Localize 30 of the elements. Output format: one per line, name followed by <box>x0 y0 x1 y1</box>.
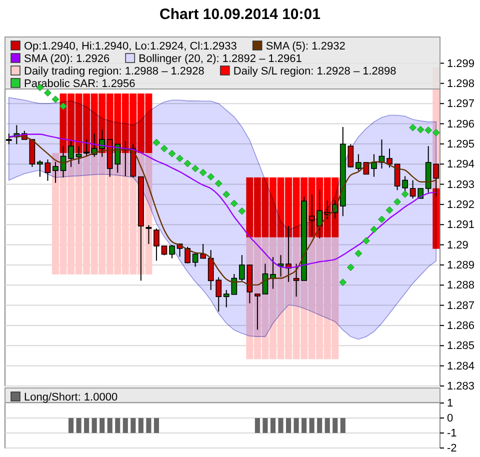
legend-label: SMA (20): 1.2926 <box>24 53 110 65</box>
chart-title: Chart 10.09.2014 10:01 <box>160 6 320 23</box>
y-tick-label: 1.283 <box>447 380 475 393</box>
y-tick-label: 1.297 <box>447 98 475 110</box>
legend-label: Long/Short: 1.0000 <box>24 392 118 404</box>
y-tick-label: 1.292 <box>447 198 475 211</box>
legend-label: Parabolic SAR: 1.2956 <box>24 78 136 90</box>
legend-label: Daily S/L region: 1.2928 – 1.2898 <box>233 66 396 78</box>
y-tick-label: 1.29 <box>447 239 468 252</box>
y-tick-label: 1 <box>447 398 454 410</box>
legend-label: SMA (5): 1.2932 <box>266 40 346 52</box>
y-tick-label: 1.294 <box>447 158 475 171</box>
legend-label: Op:1.2940, Hi:1.2940, Lo:1.2924, Cl:1.2933 <box>24 40 237 52</box>
y-tick-label: 1.287 <box>447 300 475 312</box>
y-tick-label: -1 <box>447 428 457 440</box>
y-tick-label: 1.286 <box>447 320 475 332</box>
legend-label: Daily trading region: 1.2988 – 1.2928 <box>24 66 204 78</box>
y-tick-label: 1.296 <box>447 118 475 130</box>
y-tick-label: 1.284 <box>447 360 475 372</box>
y-tick-label: 1.293 <box>447 178 475 191</box>
y-tick-label: 1.295 <box>447 138 475 150</box>
y-tick-label: 1.289 <box>447 259 475 272</box>
annotation: Bollinger (20, 2): 1.2892 – 1.2961 <box>138 53 302 65</box>
y-tick-label: 1.298 <box>447 78 475 90</box>
y-tick-label: 1.288 <box>447 280 475 292</box>
y-tick-label: 1.285 <box>447 340 475 352</box>
y-tick-label: 1.291 <box>447 219 475 232</box>
y-tick-label: 0 <box>447 412 454 425</box>
y-tick-label: -2 <box>447 442 457 455</box>
y-tick-label: 1.299 <box>447 58 475 70</box>
